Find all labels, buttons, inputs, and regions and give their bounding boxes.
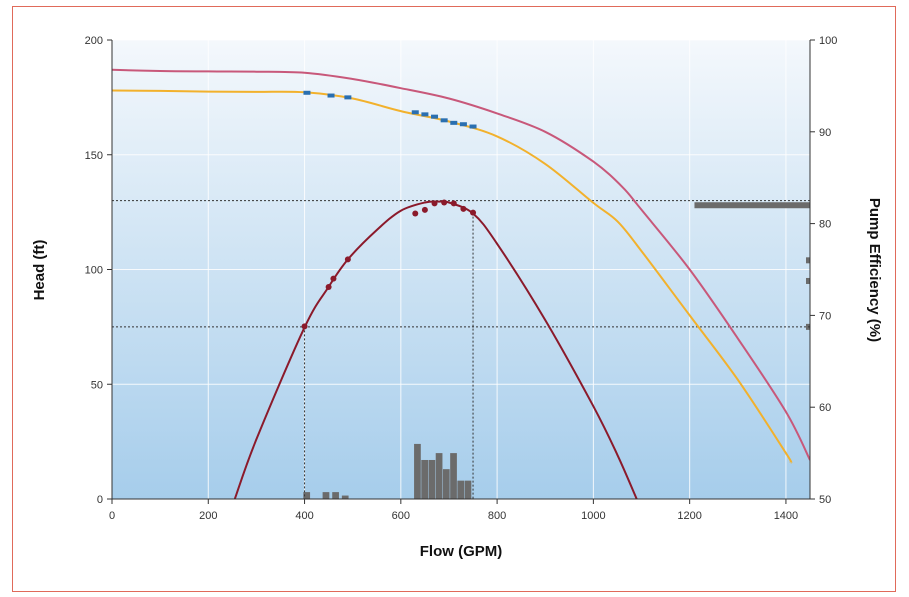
y2-tick-label: 90 <box>819 127 831 139</box>
y-tick-label: 100 <box>85 265 103 277</box>
efficiency-data-point <box>412 210 419 217</box>
histogram-bar <box>341 495 349 499</box>
y-tick-label: 150 <box>85 150 103 162</box>
x-tick-label: 0 <box>109 510 115 522</box>
y-tick-label: 0 <box>97 494 103 506</box>
head-data-point <box>344 95 352 100</box>
efficiency-data-point <box>325 283 332 290</box>
y2-tick-label: 60 <box>819 402 831 414</box>
y2-tick-label: 100 <box>819 35 837 47</box>
histogram-bar <box>332 492 339 499</box>
histogram-bar <box>435 453 443 499</box>
efficiency-data-point <box>301 323 308 330</box>
y-axis-title: Head (ft) <box>31 240 48 301</box>
efficiency-data-point <box>441 199 448 206</box>
x-axis-title: Flow (GPM) <box>420 543 503 560</box>
efficiency-data-point <box>470 209 477 216</box>
x-tick-label: 400 <box>295 510 313 522</box>
head-data-point <box>450 120 458 125</box>
head-data-point <box>327 93 335 98</box>
histogram-bar <box>457 480 465 499</box>
x-tick-label: 1200 <box>677 510 701 522</box>
histogram-row-bar <box>806 277 810 284</box>
y-tick-label: 200 <box>85 35 103 47</box>
efficiency-data-point <box>421 206 428 213</box>
efficiency-data-point <box>431 200 438 207</box>
y2-tick-label: 80 <box>819 219 831 231</box>
x-tick-label: 1400 <box>774 510 798 522</box>
head-data-point <box>431 114 439 119</box>
histogram-bar <box>442 469 450 499</box>
histogram-bar <box>421 459 429 499</box>
histogram <box>303 202 810 499</box>
series-line-2 <box>112 89 793 464</box>
histogram-row-bar <box>694 202 810 209</box>
reference-lines <box>112 200 810 499</box>
head-data-point <box>459 122 467 127</box>
y2-tick-label: 50 <box>819 494 831 506</box>
axes <box>107 39 815 504</box>
efficiency-data-point <box>344 256 351 263</box>
efficiency-data-point <box>330 275 337 282</box>
x-tick-label: 600 <box>392 510 410 522</box>
histogram-bar <box>464 480 472 499</box>
x-tick-label: 200 <box>199 510 217 522</box>
histogram-bar <box>414 443 421 499</box>
head-data-point <box>303 90 311 95</box>
efficiency-data-point <box>460 205 467 212</box>
series-line-1 <box>112 68 810 461</box>
tick-labels: 0 200 400 600 800 1000 1200 1400 0 50 100 150 200 50 6… <box>85 35 838 522</box>
data-points <box>301 90 477 330</box>
histogram-row-bar <box>806 257 810 264</box>
x-tick-label: 800 <box>488 510 506 522</box>
head-data-point <box>411 110 419 115</box>
head-data-point <box>440 118 448 123</box>
histogram-bar <box>428 459 436 499</box>
head-data-point <box>469 124 477 129</box>
x-tick-label: 1000 <box>581 510 605 522</box>
y2-tick-label: 70 <box>819 310 831 322</box>
histogram-bar <box>450 453 457 499</box>
histogram-bar <box>322 492 330 499</box>
histogram-bar <box>303 492 311 499</box>
efficiency-data-point <box>450 200 457 207</box>
y2-axis-title: Pump Efficiency (%) <box>866 198 883 342</box>
y-tick-label: 50 <box>91 379 103 391</box>
head-data-point <box>421 112 429 117</box>
